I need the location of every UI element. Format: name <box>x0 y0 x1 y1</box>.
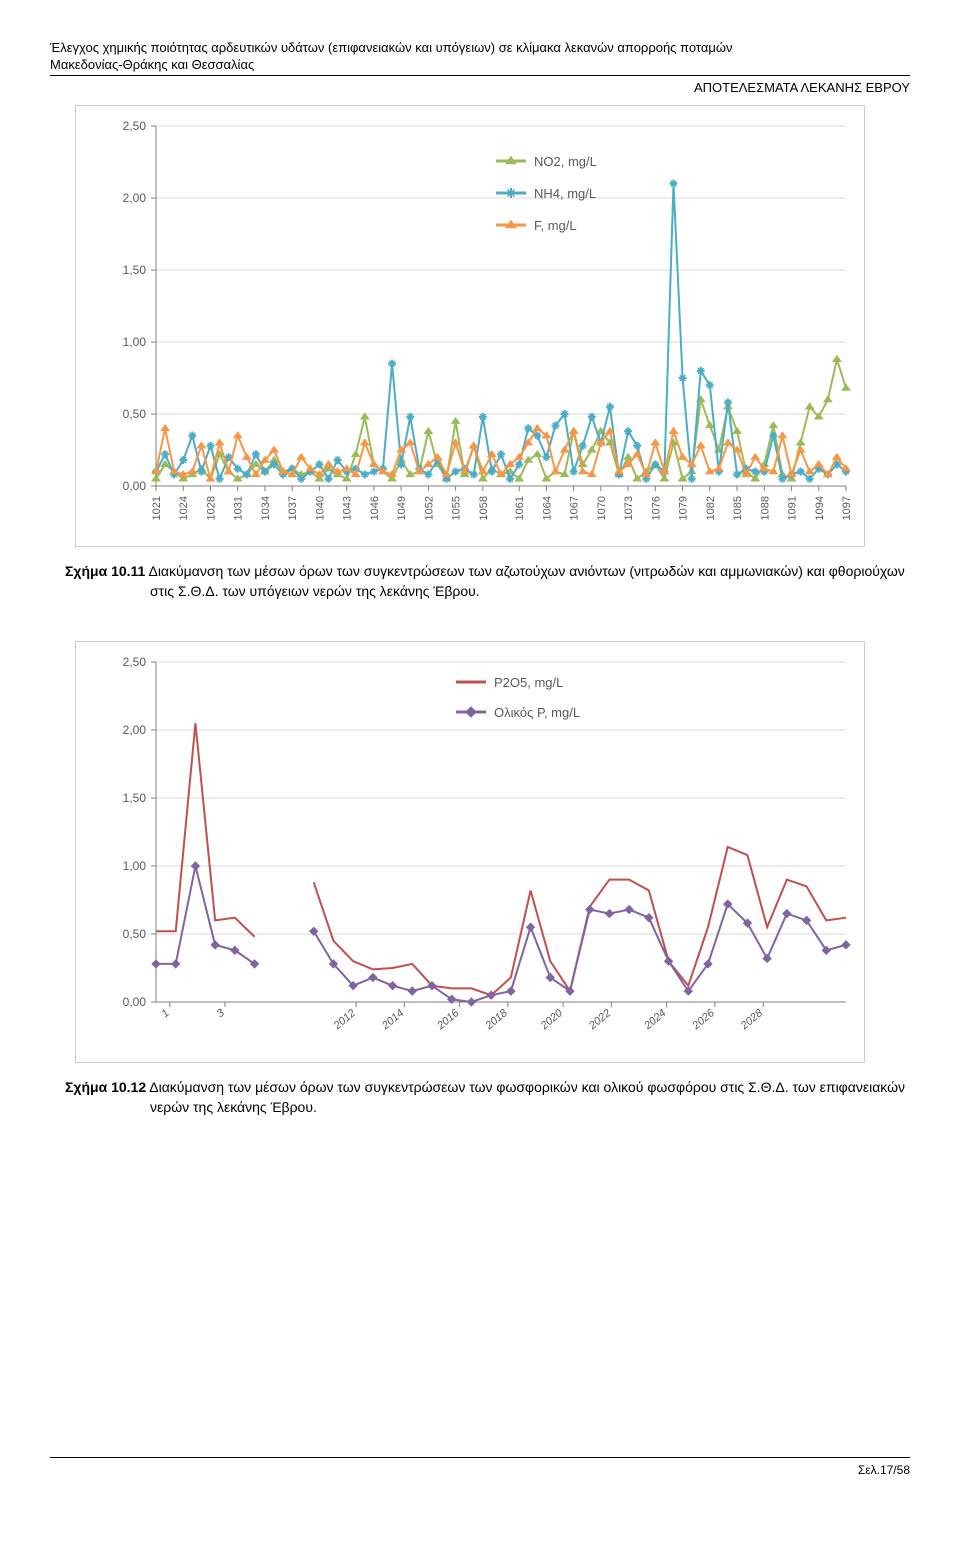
svg-text:2020: 2020 <box>538 1007 566 1033</box>
svg-text:1052: 1052 <box>423 496 435 520</box>
svg-text:2012: 2012 <box>331 1007 358 1033</box>
svg-text:2,50: 2,50 <box>123 119 147 133</box>
svg-text:1034: 1034 <box>260 496 272 520</box>
svg-text:1067: 1067 <box>569 496 581 520</box>
caption-2: Σχήμα 10.12 Διακύμανση των μέσων όρων τω… <box>145 1078 910 1117</box>
svg-text:1046: 1046 <box>369 496 381 520</box>
svg-text:2016: 2016 <box>434 1007 462 1033</box>
caption-1-text: Διακύμανση των μέσων όρων των συγκεντρώσ… <box>148 563 904 599</box>
header-right: ΑΠΟΤΕΛΕΣΜΑΤΑ ΛΕΚΑΝΗΣ ΕΒΡΟΥ <box>50 80 910 95</box>
svg-text:2024: 2024 <box>641 1007 668 1033</box>
svg-text:1085: 1085 <box>732 496 744 520</box>
svg-text:1021: 1021 <box>151 496 163 520</box>
svg-text:2,00: 2,00 <box>123 191 147 205</box>
svg-text:2018: 2018 <box>483 1007 511 1033</box>
svg-text:1049: 1049 <box>396 496 408 520</box>
chart-2: 0,00 0,50 1,00 1,50 2,00 2,50 1 3 2012 2014 2016 20… <box>76 642 866 1062</box>
svg-text:3: 3 <box>215 1007 228 1021</box>
document-page: Έλεγχος χημικής ποιότητας αρδευτικών υδά… <box>0 0 960 1507</box>
caption-2-label: Σχήμα 10.12 <box>65 1079 146 1095</box>
caption-1-label: Σχήμα 10.11 <box>65 563 145 579</box>
svg-text:1082: 1082 <box>705 496 717 520</box>
chart-2-container: 0,00 0,50 1,00 1,50 2,00 2,50 1 3 2012 2014 2016 20… <box>75 641 865 1063</box>
svg-text:0,00: 0,00 <box>123 995 147 1009</box>
svg-text:1,00: 1,00 <box>123 335 147 349</box>
svg-text:1: 1 <box>159 1007 171 1020</box>
header-subtitle: Μακεδονίας-Θράκης και Θεσσαλίας <box>50 57 910 76</box>
svg-text:1094: 1094 <box>814 496 826 520</box>
svg-text:1064: 1064 <box>541 496 553 520</box>
footer: Σελ.17/58 <box>50 1457 910 1477</box>
svg-text:2014: 2014 <box>379 1007 406 1033</box>
svg-text:1031: 1031 <box>233 496 245 520</box>
svg-text:1079: 1079 <box>678 496 690 520</box>
svg-text:1088: 1088 <box>759 496 771 520</box>
svg-text:1055: 1055 <box>451 496 463 520</box>
svg-text:2026: 2026 <box>690 1007 718 1033</box>
svg-text:F, mg/L: F, mg/L <box>534 218 577 233</box>
svg-text:1097: 1097 <box>841 496 853 520</box>
svg-text:2,50: 2,50 <box>123 655 147 669</box>
svg-text:P2O5, mg/L: P2O5, mg/L <box>494 675 563 690</box>
svg-text:NH4, mg/L: NH4, mg/L <box>534 186 596 201</box>
svg-text:0,00: 0,00 <box>123 479 147 493</box>
chart-1-container: 0,00 0,50 1,00 1,50 2,00 2,50 1021 1024 1028 1031… <box>75 105 865 547</box>
svg-text:1058: 1058 <box>478 496 490 520</box>
header-title: Έλεγχος χημικής ποιότητας αρδευτικών υδά… <box>50 40 910 57</box>
svg-text:1,00: 1,00 <box>123 859 147 873</box>
svg-text:1061: 1061 <box>514 496 526 520</box>
svg-text:1070: 1070 <box>596 496 608 520</box>
svg-text:1037: 1037 <box>287 496 299 520</box>
svg-text:2022: 2022 <box>586 1007 613 1033</box>
svg-text:0,50: 0,50 <box>123 407 147 421</box>
svg-text:1091: 1091 <box>787 496 799 520</box>
svg-text:1040: 1040 <box>314 496 326 520</box>
svg-text:1076: 1076 <box>650 496 662 520</box>
svg-text:NO2, mg/L: NO2, mg/L <box>534 154 597 169</box>
svg-text:1073: 1073 <box>623 496 635 520</box>
svg-text:2028: 2028 <box>738 1007 766 1033</box>
caption-1: Σχήμα 10.11 Διακύμανση των μέσων όρων τω… <box>145 562 910 601</box>
svg-text:1024: 1024 <box>178 496 190 520</box>
svg-text:1,50: 1,50 <box>123 791 147 805</box>
svg-text:Ολικός P, mg/L: Ολικός P, mg/L <box>494 705 580 720</box>
svg-text:1043: 1043 <box>342 496 354 520</box>
chart-1: 0,00 0,50 1,00 1,50 2,00 2,50 1021 1024 1028 1031… <box>76 106 866 546</box>
svg-text:1028: 1028 <box>205 496 217 520</box>
page-number: Σελ.17/58 <box>858 1463 910 1477</box>
svg-text:0,50: 0,50 <box>123 927 147 941</box>
svg-text:2,00: 2,00 <box>123 723 147 737</box>
caption-2-text: Διακύμανση των μέσων όρων των συγκεντρώσ… <box>149 1079 905 1115</box>
svg-text:1,50: 1,50 <box>123 263 147 277</box>
